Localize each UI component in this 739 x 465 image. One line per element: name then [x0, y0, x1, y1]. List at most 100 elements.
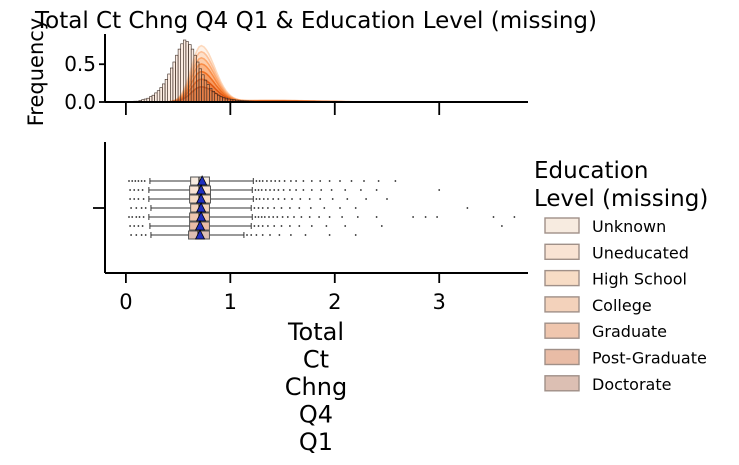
histogram-bar [180, 43, 184, 103]
outlier-point [289, 189, 291, 191]
boxplot-doctorate [130, 229, 357, 240]
outlier-point [330, 189, 333, 191]
outlier-point [295, 189, 297, 191]
x-axis-label-line: Total [287, 318, 344, 346]
outlier-point [283, 198, 286, 200]
x-axis-label-line: Q1 [299, 428, 333, 456]
outlier-point [130, 207, 133, 209]
outlier-point [267, 207, 269, 209]
histogram-bar [217, 94, 221, 103]
histogram-bar [172, 61, 176, 103]
outlier-point [323, 207, 326, 209]
histogram-bar [159, 87, 163, 103]
outlier-point [257, 216, 260, 218]
legend-item: College [544, 296, 652, 315]
outlier-point [319, 180, 322, 182]
outlier-point [513, 216, 516, 218]
outlier-point [346, 198, 349, 200]
legend-label: High School [592, 270, 687, 289]
legend-label: Doctorate [592, 375, 671, 394]
histogram-bar [196, 61, 200, 103]
histogram-bar [203, 79, 208, 103]
histogram-panel: 0.0 0.5 [64, 34, 528, 115]
legend-title-line: Level (missing) [534, 186, 708, 212]
outlier-point [286, 216, 289, 218]
outlier-point [320, 189, 323, 191]
outlier-point [269, 234, 271, 236]
outlier-point [264, 189, 267, 191]
outlier-point [295, 180, 297, 182]
mean-marker [195, 211, 207, 222]
outlier-point [257, 207, 260, 209]
outlier-point [293, 216, 295, 218]
legend-swatch [544, 322, 580, 339]
histogram-bar [177, 48, 182, 103]
chart-title: Total Ct Chng Q4 Q1 & Education Level (m… [34, 8, 597, 34]
outlier-point [354, 207, 357, 209]
outlier-point [492, 216, 495, 218]
outlier-point [300, 216, 303, 218]
histogram-bar [183, 39, 187, 103]
outlier-point [138, 216, 141, 218]
outlier-point [137, 180, 140, 182]
histogram-bar [209, 88, 213, 103]
outlier-point [304, 234, 307, 236]
outlier-point [350, 180, 353, 182]
outlier-point [131, 216, 134, 218]
histogram-bar [162, 83, 166, 103]
outlier-point [339, 180, 341, 182]
outlier-point [255, 180, 258, 182]
outlier-point [254, 189, 257, 191]
outlier-point [325, 225, 328, 227]
outlier-point [266, 180, 268, 182]
outlier-point [436, 216, 438, 218]
outlier-point [131, 180, 134, 182]
outlier-point [273, 207, 276, 209]
outlier-point [438, 189, 441, 191]
outlier-point [130, 234, 133, 236]
top-y-tick-label: 0.5 [64, 52, 96, 76]
legend-item: Uneducated [544, 243, 689, 262]
outlier-point [309, 207, 312, 209]
histogram-bar [170, 67, 174, 103]
legend-item: Graduate [544, 322, 667, 341]
outlier-point [133, 225, 136, 227]
outlier-point [137, 198, 140, 200]
histogram-bar [188, 44, 192, 103]
outlier-point [302, 189, 305, 191]
outlier-point [278, 180, 281, 182]
kde-fill [120, 86, 513, 102]
legend-label: Post-Graduate [592, 349, 707, 368]
legend-swatch [544, 296, 580, 313]
outlier-point [274, 180, 277, 182]
histogram-bar [156, 90, 161, 103]
outlier-point [394, 180, 397, 182]
outlier-point [278, 234, 281, 236]
outlier-point [344, 225, 347, 227]
outlier-point [360, 189, 362, 191]
outlier-point [267, 198, 269, 200]
legend-swatch [544, 348, 580, 366]
outlier-point [255, 198, 258, 200]
outlier-point [260, 189, 263, 191]
outlier-point [129, 189, 132, 191]
outlier-point [272, 198, 275, 200]
legend-title-line: Education [534, 158, 649, 184]
top-y-axis-label: Frequency [24, 18, 48, 127]
outlier-point [246, 234, 248, 236]
histogram-bar [214, 93, 218, 103]
outlier-point [273, 189, 276, 191]
outlier-point [129, 225, 132, 227]
outlier-point [377, 180, 380, 182]
outlier-point [137, 225, 140, 227]
histogram-bar [164, 79, 169, 103]
outlier-point [140, 180, 143, 182]
outlier-point [365, 198, 367, 200]
outlier-point [501, 225, 503, 227]
outlier-point [254, 216, 257, 218]
histogram-bar [206, 84, 210, 103]
outlier-point [144, 234, 147, 236]
